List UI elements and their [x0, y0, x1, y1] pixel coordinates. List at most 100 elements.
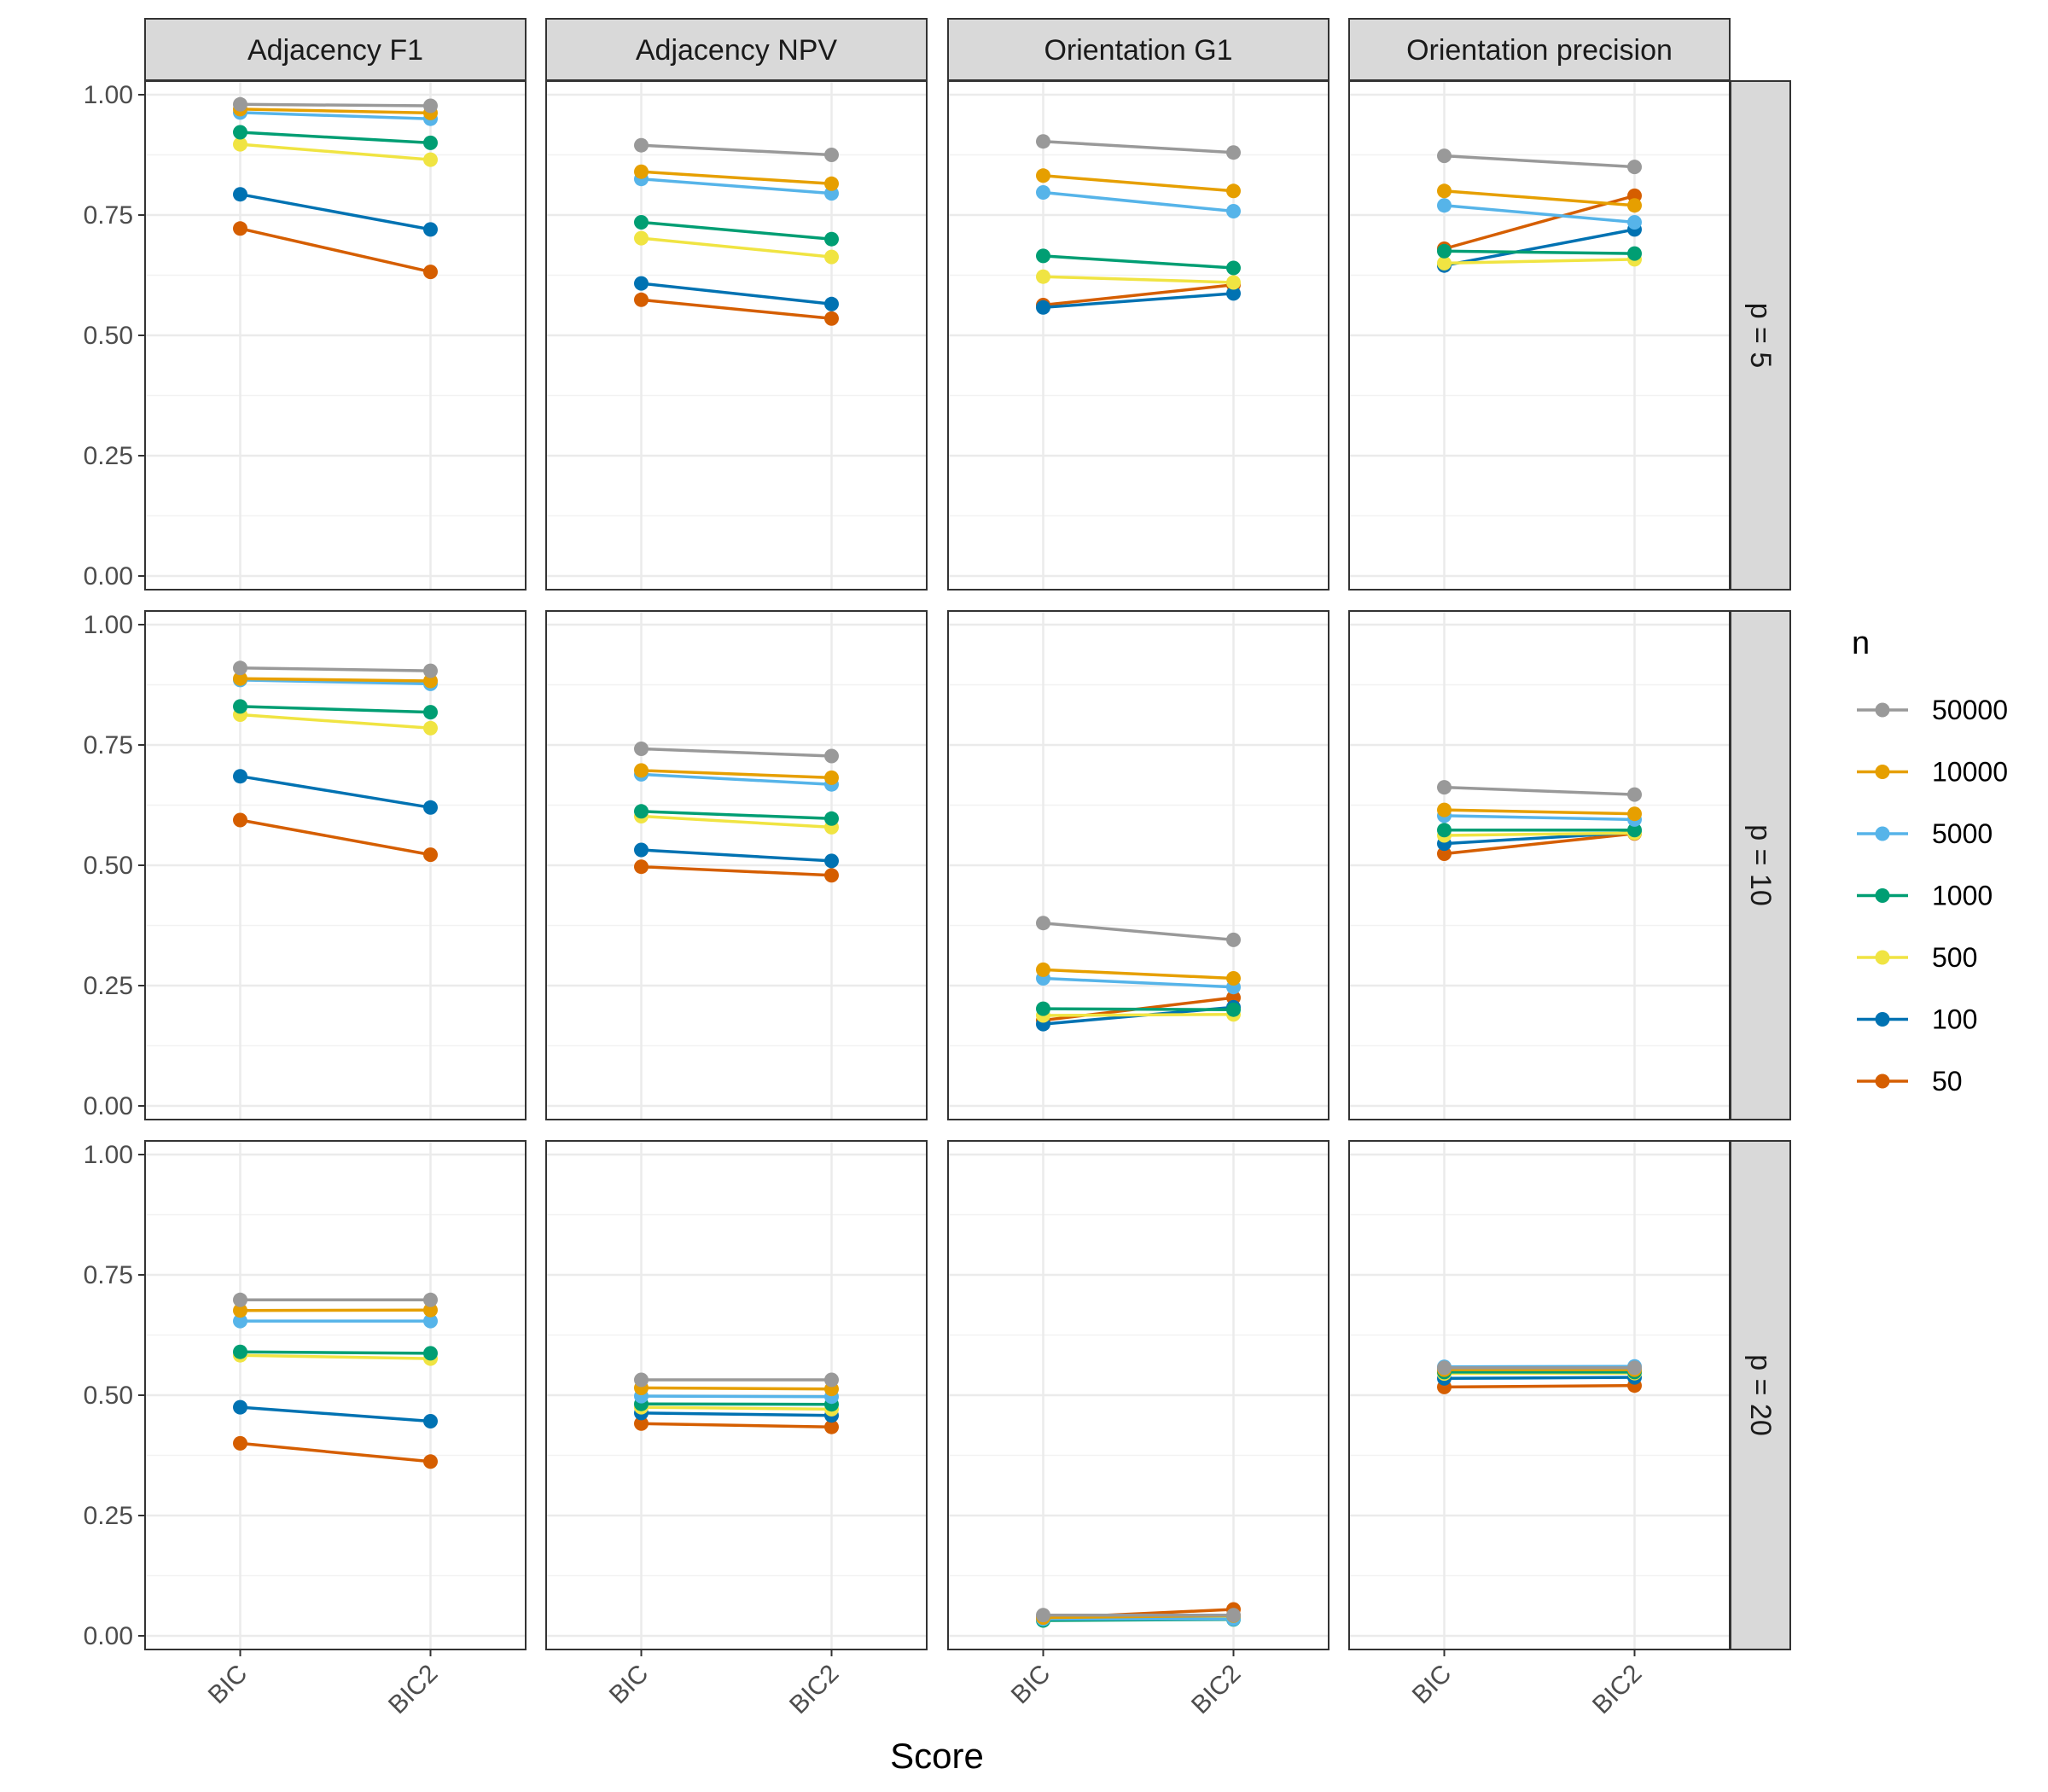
point-n-50000-bic2 — [824, 1372, 839, 1388]
series-line-n-10000 — [1444, 808, 1635, 816]
column-strip-orientation-precision: Orientation precision — [1348, 18, 1731, 81]
point-n-10000-bic — [634, 763, 649, 778]
series-line-n-1000 — [1444, 249, 1635, 255]
legend-key-point — [1875, 826, 1890, 841]
panel-border — [947, 1140, 1329, 1650]
point-n-10000-bic — [634, 164, 649, 179]
series-line-n-10000 — [1043, 968, 1234, 980]
point-n-100-bic — [233, 1399, 247, 1415]
legend-label: 10000 — [1932, 757, 2008, 788]
x-tick-label: BIC — [1006, 1660, 1056, 1710]
x-axis-orientation-precision: BIC BIC2 — [1407, 1649, 1647, 1719]
strip-background — [1730, 610, 1791, 1120]
point-n-50000-bic2 — [1226, 932, 1241, 947]
series-group — [233, 660, 438, 863]
x-axis-orientation-g1: BIC BIC2 — [1006, 1649, 1247, 1720]
legend-key-point — [1875, 765, 1890, 779]
legend-key-point — [1875, 702, 1890, 718]
row-strip-p-20: p = 20 — [1730, 1140, 1791, 1650]
y-axis-p-10: 0.00 0.25 0.50 0.75 1.00 — [84, 611, 145, 1120]
legend-key-point — [1875, 1012, 1890, 1027]
point-n-100-bic2 — [423, 222, 438, 237]
legend-item-n-500: 500 — [1857, 942, 1977, 973]
point-n-50000-bic2 — [1627, 787, 1642, 802]
point-n-100-bic — [233, 769, 247, 784]
point-n-500-bic2 — [423, 152, 438, 167]
point-n-1000-bic — [1437, 243, 1452, 259]
point-n-10000-bic2 — [423, 673, 438, 689]
series-line-n-5000 — [240, 678, 431, 686]
point-n-1000-bic — [1036, 248, 1050, 264]
point-n-10000-bic — [233, 1303, 247, 1318]
row-strip-label: p = 20 — [1744, 1354, 1777, 1435]
series-group — [233, 1292, 438, 1469]
point-n-1000-bic2 — [1627, 246, 1642, 261]
series-line-n-5000 — [240, 111, 431, 120]
series-line-n-100 — [240, 1405, 431, 1423]
legend-item-n-5000: 5000 — [1857, 818, 1993, 849]
column-strip-adjacency-f1: Adjacency F1 — [144, 18, 527, 81]
point-n-10000-bic2 — [824, 770, 839, 785]
point-n-1000-bic2 — [824, 811, 839, 826]
y-tick-label: 1.00 — [84, 81, 133, 109]
series-line-n-50 — [641, 1422, 832, 1428]
panel-border — [947, 610, 1329, 1120]
series-line-n-50 — [1444, 194, 1635, 251]
point-n-10000-bic — [1036, 168, 1050, 183]
series-group — [634, 137, 839, 326]
point-n-100-bic2 — [824, 296, 839, 311]
point-n-50-bic2 — [824, 311, 839, 326]
series-line-n-10000 — [1043, 174, 1234, 193]
point-n-5000-bic — [1036, 185, 1050, 200]
y-tick-label: 0.50 — [84, 852, 133, 880]
x-tick-label: BIC2 — [784, 1660, 845, 1720]
series-line-n-10000 — [641, 170, 832, 186]
series-line-n-50 — [1444, 832, 1635, 856]
y-tick-label: 0.50 — [84, 322, 133, 350]
x-tick-label: BIC2 — [1186, 1660, 1247, 1720]
point-n-1000-bic2 — [423, 705, 438, 720]
point-n-5000-bic2 — [423, 1313, 438, 1329]
point-n-500-bic — [1437, 255, 1452, 271]
panel-border — [545, 610, 928, 1120]
series-line-n-500 — [641, 814, 832, 829]
legend-item-n-1000: 1000 — [1857, 881, 1993, 911]
point-n-50000-bic2 — [824, 148, 839, 162]
y-tick-label: 1.00 — [84, 1141, 133, 1169]
point-n-50000-bic — [233, 660, 247, 676]
series-group — [1036, 1602, 1241, 1628]
legend-title: n — [1852, 625, 1870, 661]
y-tick-label: 0.75 — [84, 731, 133, 759]
series-line-n-100 — [1444, 1376, 1635, 1381]
legend-label: 5000 — [1932, 818, 1993, 849]
panel-p-20-adjacency-f1 — [144, 1140, 527, 1650]
panel-p-10-orientation-precision — [1348, 610, 1731, 1120]
point-n-100-bic — [1036, 300, 1050, 315]
legend-label: 1000 — [1932, 881, 1993, 911]
row-strip-p-10: p = 10 — [1730, 610, 1791, 1120]
series-group — [634, 1372, 839, 1434]
x-tick-label: BIC — [604, 1660, 655, 1710]
series-line-n-1000 — [240, 1350, 431, 1355]
column-strip-adjacency-npv: Adjacency NPV — [545, 18, 928, 81]
point-n-1000-bic2 — [1226, 260, 1241, 276]
point-n-50-bic2 — [824, 1419, 839, 1434]
panel-border — [545, 1140, 928, 1650]
point-n-100-bic2 — [423, 800, 438, 815]
point-n-5000-bic — [1437, 198, 1452, 213]
point-n-50-bic — [634, 1416, 649, 1431]
series-line-n-100 — [240, 192, 431, 231]
y-tick-label: 0.75 — [84, 201, 133, 230]
series-line-n-50000 — [240, 102, 431, 108]
point-n-50000-bic — [634, 1372, 649, 1388]
point-n-1000-bic — [1437, 823, 1452, 838]
x-tick-label: BIC2 — [383, 1660, 444, 1720]
legend-item-n-50000: 50000 — [1857, 695, 2008, 725]
series-line-n-100 — [641, 282, 832, 306]
series-line-n-5000 — [641, 772, 832, 786]
series-line-n-5000 — [1043, 976, 1234, 989]
series-line-n-50 — [240, 818, 431, 857]
strip-background — [545, 18, 928, 81]
point-n-50000-bic2 — [1627, 1360, 1642, 1376]
series-line-n-10000 — [1444, 189, 1635, 207]
